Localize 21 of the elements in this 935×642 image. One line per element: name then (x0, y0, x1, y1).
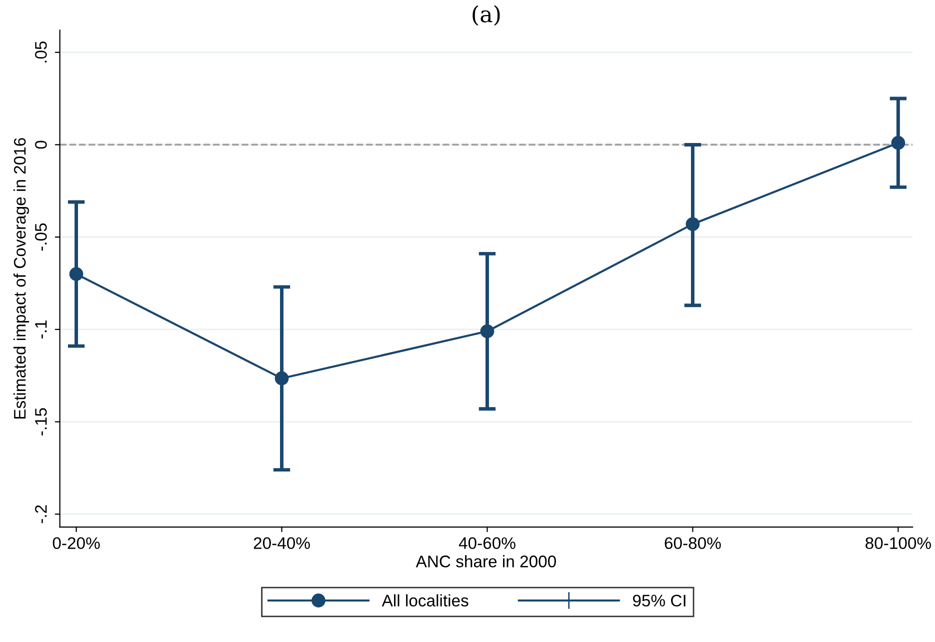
y-axis-title: Estimated impact of Coverage in 2016 (13, 138, 30, 419)
x-tick-label: 40-60% (458, 537, 516, 550)
y-tick-label: -.05 (35, 223, 47, 251)
y-tick-label: .05 (35, 41, 47, 62)
text: All localities (382, 594, 468, 606)
x-tick-label: 20-40% (254, 537, 310, 550)
y-tick-label: -.15 (35, 408, 47, 436)
x-tick-label: 80-100% (866, 537, 931, 550)
point (891, 136, 906, 150)
y-tick-label: -.1 (35, 320, 47, 338)
x-tick-label: 0-20% (52, 537, 100, 550)
x-tick-label: 60-80% (664, 537, 721, 550)
y-tick-label: -.2 (35, 505, 47, 524)
point (69, 267, 84, 281)
x-axis-title: ANC share in 2000 (416, 555, 556, 568)
point (686, 217, 700, 232)
chart-title: (a) (472, 5, 500, 26)
point (480, 324, 494, 338)
point (274, 371, 289, 386)
y-tick-label: 0 (35, 140, 47, 149)
text: 95% CI (632, 594, 686, 606)
